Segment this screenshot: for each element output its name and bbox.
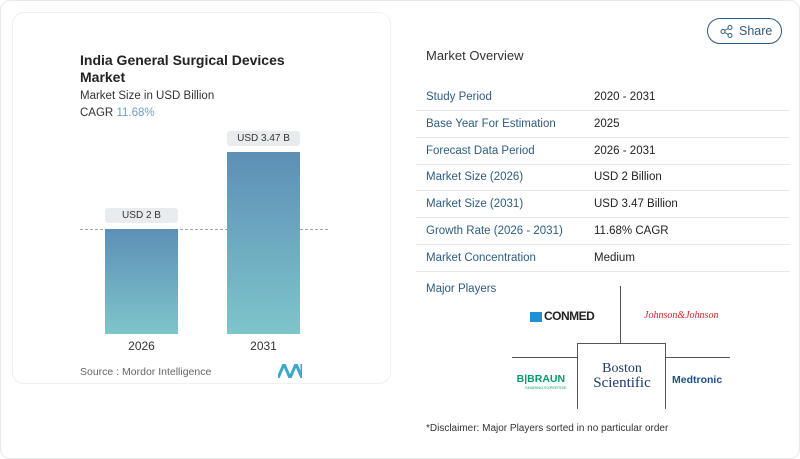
conmed-logo: CONMED xyxy=(530,309,595,323)
source: Source : Mordor Intelligence xyxy=(80,366,212,378)
row-label: Study Period xyxy=(426,91,492,103)
row-label: Growth Rate (2026 - 2031) xyxy=(426,225,563,237)
row-label: Market Concentration xyxy=(426,251,536,264)
jnj-logo: Johnson&Johnson xyxy=(644,310,719,321)
share-button[interactable]: Share xyxy=(707,18,782,44)
overview-row: Forecast Data Period 2026 - 2031 xyxy=(416,138,790,165)
row-label: Market Size (2031) xyxy=(426,198,524,211)
bar-2026 xyxy=(105,229,178,334)
x-tick-label: 2026 xyxy=(128,339,155,353)
row-value: 11.68% CAGR xyxy=(594,225,669,237)
medtronic-logo: Medtronic xyxy=(672,374,723,386)
overview-title: Market Overview xyxy=(426,48,524,63)
row-label: Base Year For Estimation xyxy=(426,117,556,130)
featured-player-box xyxy=(577,343,666,409)
overview-row: Market Size (2026) USD 2 Billion xyxy=(416,164,790,192)
reference-line xyxy=(80,229,328,230)
cagr: CAGR 11.68% xyxy=(80,107,155,119)
bbraun-logo: B|BRAUN SHARING EXPERTISE xyxy=(516,373,567,390)
row-label: Forecast Data Period xyxy=(426,144,535,157)
overview-row: Base Year For Estimation 2025 xyxy=(416,111,790,138)
bar-2031 xyxy=(227,151,300,334)
divider xyxy=(665,357,730,358)
divider xyxy=(512,357,577,358)
divider xyxy=(620,286,621,343)
row-value: 2026 - 2031 xyxy=(594,144,656,157)
share-label: Share xyxy=(739,24,773,38)
mordor-logo-icon xyxy=(278,364,302,378)
major-players-label: Major Players xyxy=(426,283,497,295)
row-value: 2020 - 2031 xyxy=(594,91,656,103)
row-value: USD 3.47 Billion xyxy=(594,198,678,211)
overview-row: Market Size (2031) USD 3.47 Billion xyxy=(416,191,790,219)
chart-card xyxy=(12,12,391,384)
overview-row: Study Period 2020 - 2031 xyxy=(416,84,790,111)
row-value: 2025 xyxy=(594,117,620,130)
cagr-value: 11.68% xyxy=(116,107,155,119)
overview-row: Growth Rate (2026 - 2031) 11.68% CAGR xyxy=(416,218,790,245)
row-value: USD 2 Billion xyxy=(594,171,662,184)
data-label: USD 3.47 B xyxy=(227,130,300,146)
cagr-label: CAGR xyxy=(80,107,114,119)
boston-scientific-logo: Boston Scientific xyxy=(593,361,651,391)
row-value: Medium xyxy=(594,251,635,264)
overview-row: Market Concentration Medium xyxy=(416,245,790,272)
disclaimer: *Disclaimer: Major Players sorted in no … xyxy=(426,423,669,434)
chart-title: India General Surgical Devices Market xyxy=(80,52,285,85)
share-icon xyxy=(720,25,733,38)
row-label: Market Size (2026) xyxy=(426,171,524,184)
chart-subtitle: Market Size in USD Billion xyxy=(80,90,215,102)
data-label: USD 2 B xyxy=(105,208,178,223)
x-tick-label: 2031 xyxy=(250,339,277,353)
